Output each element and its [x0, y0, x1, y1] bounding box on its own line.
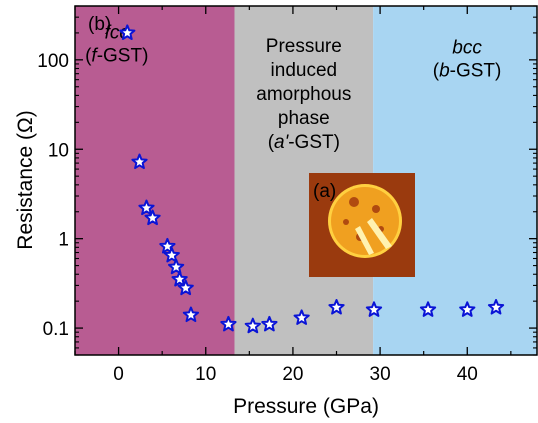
phase-label-part: amorphous	[256, 84, 351, 105]
phase-label-line: bcc	[452, 38, 482, 59]
data-point	[163, 246, 180, 263]
data-point	[159, 237, 176, 254]
data-point	[487, 298, 505, 315]
phase-label-part: f	[91, 46, 98, 67]
x-tick-label: 40	[457, 364, 478, 385]
phase-label-part: Pressure	[266, 36, 342, 57]
phase-label-part: bcc	[452, 38, 482, 59]
inset-spot	[349, 197, 359, 207]
phase-label-line: (a'-GST)	[268, 132, 340, 153]
panel-label-a: (a)	[313, 181, 336, 202]
inset-photo	[309, 173, 415, 277]
y-tick-label: 0.1	[43, 319, 69, 340]
axes	[74, 5, 538, 356]
x-tick-label: 20	[282, 364, 303, 385]
x-axis-title: Pressure (GPa)	[233, 395, 379, 418]
data-point	[419, 301, 437, 317]
phase-label-line: phase	[278, 108, 330, 129]
data-point	[365, 301, 383, 317]
inset-spot	[372, 205, 380, 213]
data-point	[138, 199, 155, 216]
plot-frame	[74, 5, 538, 356]
data-point	[244, 317, 261, 334]
x-tick-label: 0	[113, 364, 124, 385]
phase-label-part: (	[433, 61, 440, 82]
inset-streak	[367, 218, 392, 249]
inset-streak	[355, 226, 374, 255]
data-point	[167, 258, 185, 275]
phase-label-part: induced	[271, 60, 338, 81]
x-tick-label: 30	[370, 364, 391, 385]
data-point	[220, 315, 237, 332]
panel-label-b: (b)	[88, 14, 111, 35]
phase-regions: fcc(f-GST) Pressureinducedamorphousphase(…	[75, 6, 537, 355]
data-point	[261, 315, 278, 332]
data-point	[119, 24, 136, 40]
phase-region-0	[75, 6, 235, 355]
phase-label-part: -GST)	[97, 46, 149, 67]
data-points	[119, 24, 505, 334]
labels: Pressure (GPa) Resistance (Ω) (b) (a)	[14, 14, 379, 418]
phase-label-line: (b-GST)	[433, 61, 502, 82]
data-point	[144, 209, 161, 226]
y-tick-label: 10	[48, 140, 69, 161]
phase-label-part: a'	[274, 132, 290, 153]
phase-label-part: -GST)	[288, 132, 340, 153]
phase-label-part: (	[85, 46, 92, 67]
phase-label-part: (	[268, 132, 275, 153]
y-tick-label: 100	[37, 51, 69, 72]
phase-label-line: (f-GST)	[85, 46, 148, 67]
phase-label-part: -GST)	[450, 61, 502, 82]
ticks: 0 10 20 30 40 0.1 1 10 100	[37, 5, 537, 385]
phase-label-part: b	[439, 61, 450, 82]
data-point	[182, 306, 200, 323]
data-point	[177, 279, 194, 296]
data-point	[171, 270, 188, 287]
y-axis-title: Resistance (Ω)	[14, 110, 37, 249]
phase-label-line: Pressure	[266, 36, 342, 57]
phase-label-line: induced	[271, 60, 338, 81]
data-point	[131, 153, 148, 170]
y-tick-label: 1	[58, 230, 69, 251]
data-point	[328, 298, 345, 315]
data-point	[293, 309, 310, 325]
x-tick-label: 10	[195, 364, 216, 385]
data-point	[459, 301, 476, 317]
inset-spot	[343, 219, 349, 225]
phase-label-part: phase	[278, 108, 330, 129]
phase-label-line: amorphous	[256, 84, 351, 105]
